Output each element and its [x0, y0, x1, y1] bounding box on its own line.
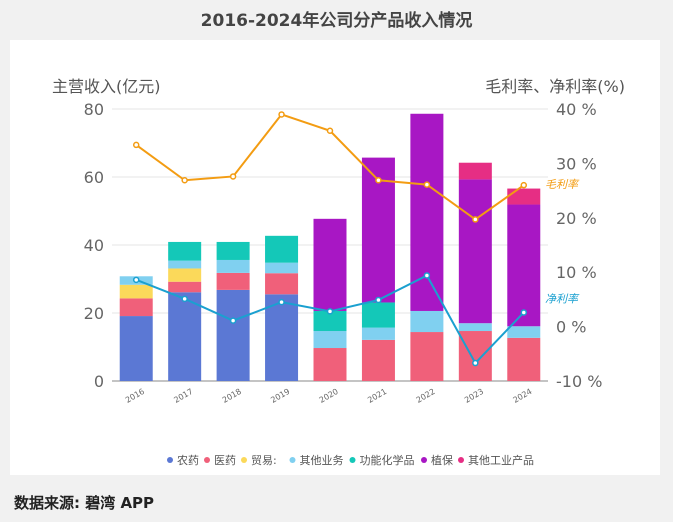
- chart-title: 2016-2024年公司分产品收入情况: [200, 11, 473, 31]
- legend-marker-医药: [204, 457, 210, 463]
- bar-农药-2018: [216, 289, 250, 381]
- bar-其他业务-2022: [410, 310, 444, 333]
- right-axis-label: 毛利率、净利率(%): [485, 77, 625, 96]
- bar-医药-2020: [313, 348, 347, 381]
- left-axis-label: 主营收入(亿元): [52, 77, 161, 96]
- bar-贸易:-2016: [119, 284, 153, 299]
- legend-item-医药: 医药: [214, 454, 236, 467]
- bar-其他业务-2017: [168, 260, 202, 269]
- legend-marker-贸易:: [241, 457, 247, 463]
- point-毛利率-2018: [229, 173, 237, 180]
- point-毛利率-2016: [132, 141, 140, 149]
- legend-marker-功能化学品: [349, 457, 356, 463]
- x-tick-label: 2023: [463, 387, 485, 405]
- point-毛利率-2021: [375, 177, 382, 184]
- left-tick-label: 0: [94, 372, 104, 391]
- bar-其他业务-2024: [507, 326, 541, 338]
- bar-医药-2017: [168, 281, 202, 293]
- left-tick-label: 20: [84, 304, 104, 323]
- point-毛利率-2017: [181, 177, 188, 184]
- right-tick-label: -10 %: [556, 372, 602, 391]
- bar-农药-2019: [265, 294, 299, 381]
- bar-医药-2023: [458, 331, 492, 381]
- x-tick-label: 2017: [172, 387, 194, 405]
- legend-marker-农药: [167, 457, 173, 463]
- bar-医药-2018: [216, 272, 250, 290]
- legend-item-农药: 农药: [177, 453, 199, 467]
- left-tick-label: 80: [84, 100, 104, 119]
- bar-功能化学品-2020: [313, 310, 347, 332]
- bar-功能化学品-2018: [216, 241, 250, 260]
- point-净利率-2019: [278, 298, 285, 306]
- x-tick-label: 2016: [124, 387, 146, 405]
- bar-功能化学品-2021: [361, 302, 395, 328]
- point-净利率-2018: [229, 317, 237, 324]
- x-tick-label: 2020: [318, 387, 340, 405]
- bar-其他业务-2020: [313, 331, 347, 349]
- legend-item-贸易:: 贸易:: [251, 454, 277, 467]
- bar-农药-2017: [168, 292, 202, 381]
- x-tick-label: 2019: [269, 387, 291, 405]
- point-净利率-2020: [326, 308, 334, 315]
- left-tick-label: 40: [84, 236, 104, 255]
- series-label-毛利率: 毛利率: [545, 178, 580, 191]
- bar-医药-2016: [119, 298, 153, 317]
- point-毛利率-2019: [278, 111, 285, 118]
- x-tick-label: 2021: [366, 387, 388, 405]
- x-tick-label: 2022: [415, 387, 437, 405]
- right-tick-label: 0 %: [556, 318, 586, 337]
- point-净利率-2022: [423, 272, 431, 279]
- point-净利率-2016: [132, 276, 140, 284]
- right-tick-label: 10 %: [556, 263, 597, 282]
- legend-marker-其他业务: [289, 457, 296, 463]
- left-tick-label: 60: [84, 168, 104, 187]
- right-tick-label: 40 %: [556, 100, 597, 119]
- right-tick-label: 20 %: [556, 209, 597, 228]
- legend-item-其他工业产品: 其他工业产品: [468, 453, 534, 467]
- point-净利率-2017: [181, 295, 188, 303]
- point-毛利率-2020: [326, 127, 334, 135]
- bar-其他业务-2019: [265, 262, 299, 274]
- bar-医药-2019: [265, 273, 299, 295]
- right-tick-label: 30 %: [556, 154, 597, 173]
- bar-农药-2016: [119, 316, 153, 381]
- bar-其他业务-2023: [458, 323, 492, 332]
- legend-item-功能化学品: 功能化学品: [360, 453, 415, 467]
- point-毛利率-2024: [520, 181, 528, 189]
- bar-植保-2023: [458, 179, 492, 324]
- bar-医药-2022: [410, 332, 444, 381]
- bar-医药-2021: [361, 339, 395, 381]
- source-note: 数据来源: 碧湾 APP: [14, 494, 155, 512]
- point-净利率-2021: [375, 296, 382, 304]
- bar-功能化学品-2017: [168, 241, 202, 261]
- bar-植保-2024: [507, 204, 541, 327]
- bar-功能化学品-2019: [265, 235, 299, 263]
- bar-医药-2024: [507, 337, 541, 381]
- point-净利率-2024: [520, 309, 528, 316]
- legend-item-植保: 植保: [431, 453, 453, 467]
- bar-其他工业产品-2024: [507, 188, 541, 205]
- legend-marker-其他工业产品: [458, 457, 464, 463]
- bar-其他业务-2021: [361, 327, 395, 340]
- x-tick-label: 2024: [511, 387, 533, 405]
- bar-植保-2020: [313, 218, 347, 311]
- legend-marker-植保: [421, 457, 427, 463]
- legend-item-其他业务: 其他业务: [300, 454, 344, 467]
- bar-其他业务-2018: [216, 259, 250, 273]
- x-tick-label: 2018: [221, 387, 243, 405]
- series-label-净利率: 净利率: [545, 292, 580, 305]
- point-净利率-2023: [472, 359, 479, 367]
- point-毛利率-2023: [472, 216, 479, 223]
- bar-贸易:-2017: [168, 268, 202, 282]
- bar-其他工业产品-2023: [458, 162, 492, 180]
- point-毛利率-2022: [423, 181, 431, 188]
